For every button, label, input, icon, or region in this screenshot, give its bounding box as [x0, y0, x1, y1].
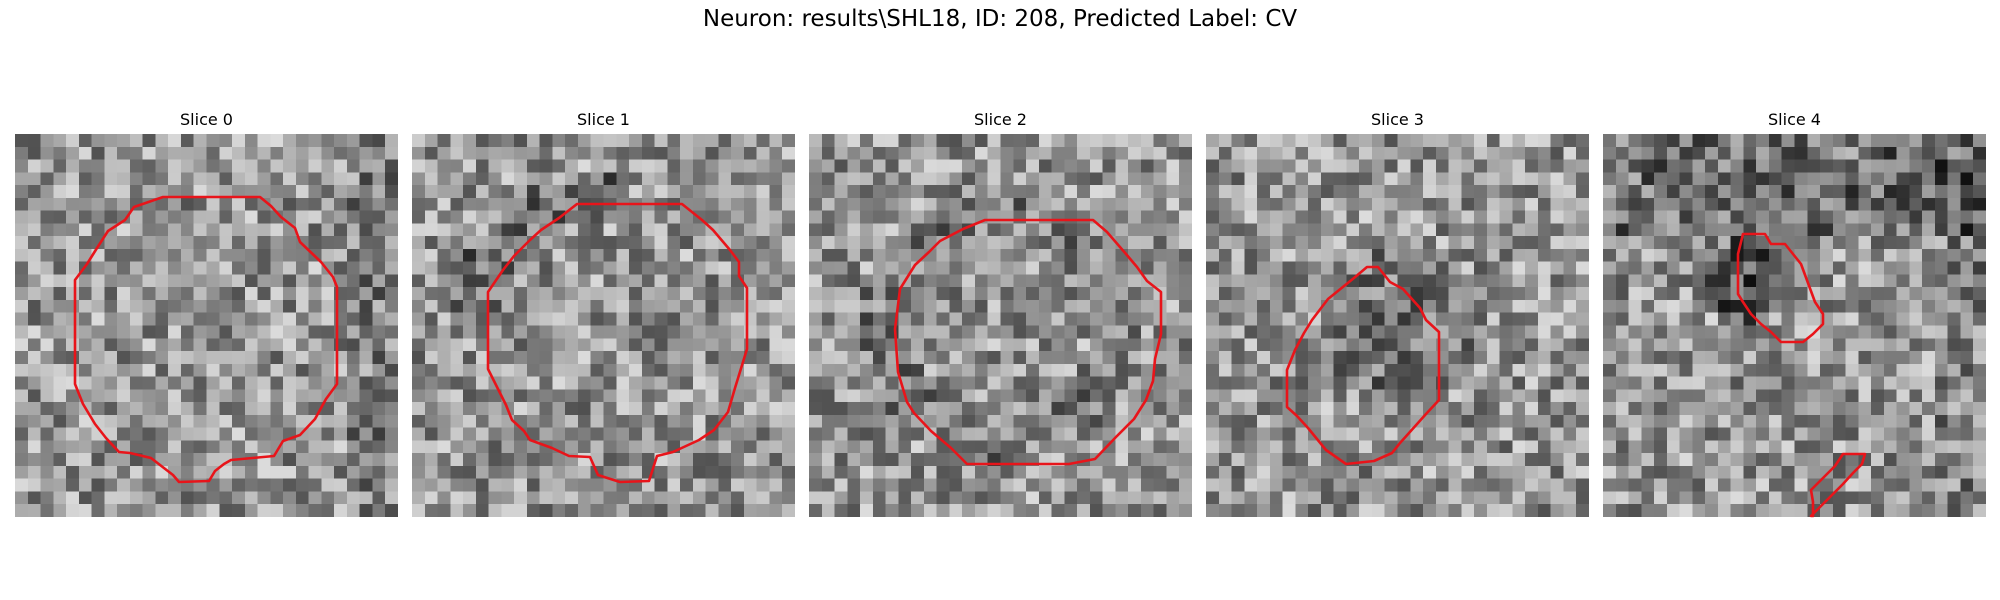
- slice-panel-0: Slice 0: [15, 108, 398, 517]
- contour-overlay-0: [73, 195, 339, 484]
- contour-overlay-4: [1736, 232, 1867, 518]
- slice-title-2: Slice 2: [974, 110, 1027, 129]
- contour-overlay-2: [893, 218, 1163, 466]
- contour-outline: [1809, 452, 1867, 518]
- contour-outline: [893, 218, 1163, 466]
- slice-title-0: Slice 0: [180, 110, 233, 129]
- slice-image-4: [1603, 134, 1986, 517]
- slice-image-3: [1206, 134, 1589, 517]
- contour-overlay-3: [1285, 265, 1441, 466]
- slice-image-1: [412, 134, 795, 517]
- contour-overlay-1: [486, 202, 749, 484]
- slice-panel-2: Slice 2: [809, 108, 1192, 517]
- slice-panel-1: Slice 1: [412, 108, 795, 517]
- slice-title-4: Slice 4: [1768, 110, 1821, 129]
- slice-title-3: Slice 3: [1371, 110, 1424, 129]
- slice-title-1: Slice 1: [577, 110, 630, 129]
- contour-outline: [1285, 265, 1441, 466]
- slice-panel-4: Slice 4: [1603, 108, 1986, 518]
- contour-outline: [1736, 232, 1825, 344]
- contour-outline: [73, 195, 339, 484]
- slice-panel-3: Slice 3: [1206, 108, 1589, 517]
- slice-image-2: [809, 134, 1192, 517]
- contour-outline: [486, 202, 749, 484]
- figure-title: Neuron: results\SHL18, ID: 208, Predicte…: [702, 6, 1298, 32]
